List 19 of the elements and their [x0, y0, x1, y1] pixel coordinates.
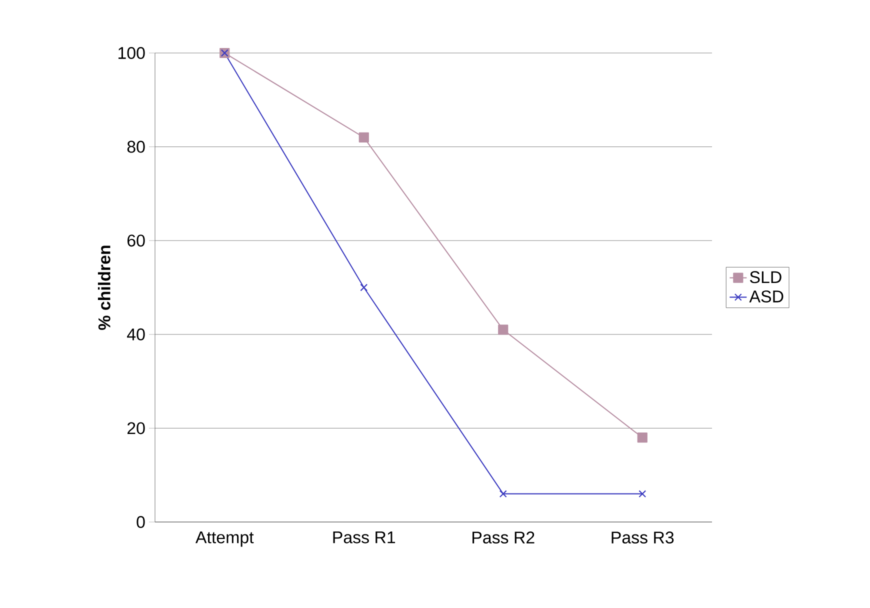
- y-tick-label: 100: [118, 46, 145, 59]
- x-tick-label: Pass R3: [612, 532, 674, 544]
- point: [499, 490, 507, 498]
- x-tick-label: Pass R1: [333, 532, 396, 544]
- point: [638, 490, 646, 498]
- point: [360, 284, 368, 292]
- point: [498, 324, 508, 335]
- y-tick-label: 80: [127, 140, 145, 153]
- point: [637, 432, 648, 443]
- legend-label: SLD: [750, 271, 782, 284]
- x-tick-label: Pass R2: [472, 532, 534, 544]
- y-tick-label: 60: [128, 234, 145, 247]
- y-tick-label: 0: [136, 516, 145, 528]
- legend-label: ASD: [749, 290, 784, 302]
- y-tick-label: 20: [128, 422, 145, 434]
- x-tick-label: Attempt: [195, 532, 254, 547]
- y-axis-title: % children: [98, 246, 110, 330]
- y-tick-label: 40: [127, 328, 145, 340]
- point: [358, 132, 369, 142]
